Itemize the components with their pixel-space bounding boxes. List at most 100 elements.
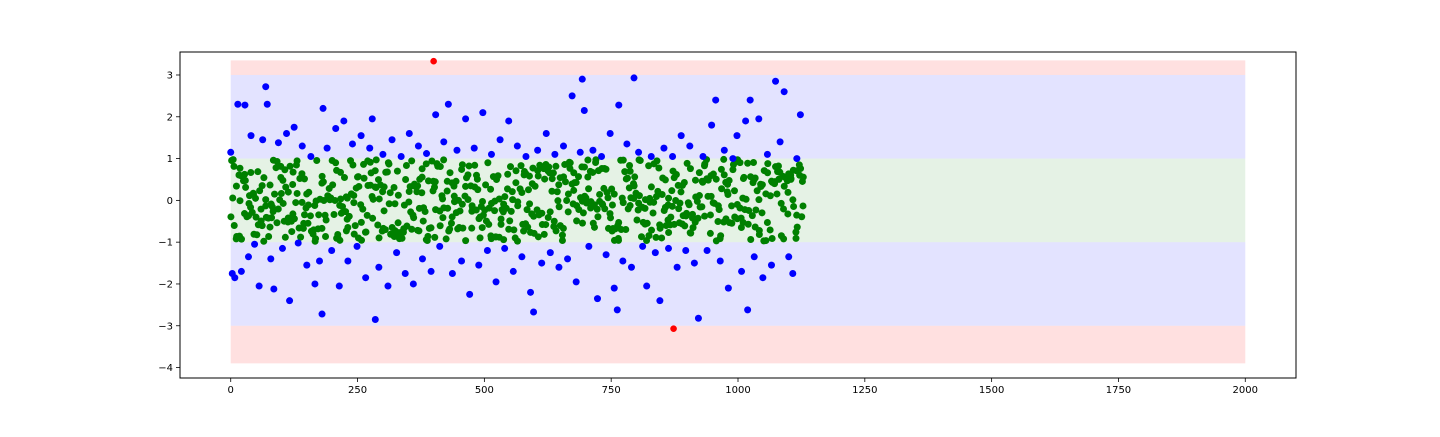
data-point [614,234,622,242]
data-point [546,208,554,216]
data-point [446,225,454,233]
data-point [279,199,287,207]
data-point [683,209,691,217]
data-point [555,181,563,189]
data-point [774,162,782,170]
data-point [750,253,758,261]
data-point [304,201,312,209]
data-point [303,261,311,269]
data-point [340,174,348,182]
data-point [345,212,353,220]
data-point [738,267,746,275]
data-point [730,187,738,195]
data-point [251,240,259,248]
data-point [464,195,472,203]
data-point [593,205,601,213]
data-point [709,170,717,178]
data-point [458,161,466,169]
data-point [266,181,274,189]
data-point [360,174,368,182]
data-point [297,233,305,241]
data-point [689,224,697,232]
data-point [452,177,460,185]
data-point [590,223,598,231]
data-point [552,227,560,235]
data-point [394,219,402,227]
data-point [470,144,478,152]
data-point [686,142,694,150]
data-point [265,233,273,241]
data-point [267,255,275,263]
data-point [638,233,646,241]
data-point [626,167,634,175]
data-point [790,203,798,211]
data-point [465,162,473,170]
data-point [755,115,763,123]
data-point [742,195,750,203]
data-point [649,209,657,217]
data-point [615,219,623,227]
data-point [513,237,521,245]
data-point [755,227,763,235]
data-point [610,284,618,292]
x-tick-label: 1750 [1106,385,1131,396]
data-point [517,162,525,170]
data-point [318,224,326,232]
data-point [630,182,638,190]
data-point [780,182,788,190]
band-3 [230,242,1246,326]
data-point [328,247,336,255]
data-point [375,234,383,242]
data-point [254,168,262,176]
data-point [626,161,634,169]
data-point [524,223,532,231]
data-point [725,176,733,184]
data-point [534,167,542,175]
data-point [549,169,557,177]
data-point [764,169,772,177]
data-point [784,188,792,196]
data-point [424,232,432,240]
data-point [313,157,321,165]
data-point [374,221,382,229]
data-point [281,233,289,241]
data-point [780,88,788,96]
data-point [527,288,535,296]
data-point [462,182,470,190]
data-point [281,166,289,174]
data-point [507,163,515,171]
data-point [724,190,732,198]
data-point [293,157,301,165]
data-point [627,263,635,271]
data-point [260,174,268,182]
data-point [651,249,659,257]
data-point [274,205,282,213]
data-point [444,204,452,212]
data-point [462,237,470,245]
data-point [473,175,481,183]
data-point [796,111,804,119]
data-point [553,188,561,196]
data-point [271,190,279,198]
data-point [385,200,393,208]
data-point [747,236,755,244]
data-point [354,173,362,181]
x-axis-ticks: 0 250 500 750 1000 1250 1500 1750 2000 [228,378,1258,396]
data-point [687,229,695,237]
data-point [340,117,348,125]
data-point [712,175,720,183]
data-point [349,161,357,169]
data-point [648,226,656,234]
data-point [337,168,345,176]
data-point [658,191,666,199]
data-point [579,209,587,217]
data-point [366,158,374,166]
data-point [538,209,546,217]
data-point [262,202,270,210]
data-point [665,194,673,202]
data-point [555,263,563,271]
data-point [355,182,363,190]
data-point [643,219,651,227]
data-point [255,282,263,290]
